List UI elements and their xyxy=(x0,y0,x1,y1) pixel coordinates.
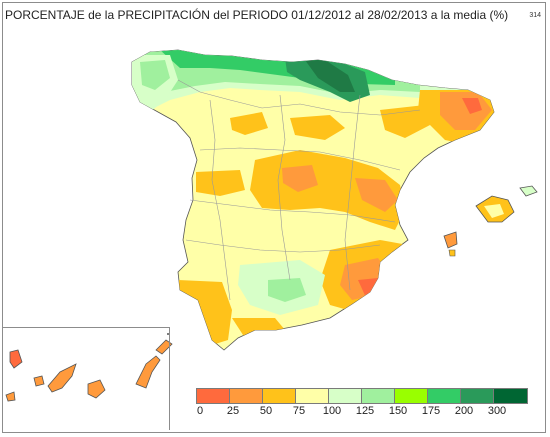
legend-color-bar xyxy=(196,388,528,404)
legend-label: 0 xyxy=(196,405,204,417)
legend-swatch xyxy=(428,389,461,403)
legend-label: 125 xyxy=(355,405,375,417)
legend-swatch xyxy=(296,389,329,403)
legend-swatch xyxy=(362,389,395,403)
legend-label: 25 xyxy=(226,405,240,417)
tenerife-island xyxy=(47,363,77,393)
legend-swatch xyxy=(329,389,362,403)
la-gomera-island xyxy=(33,375,45,387)
gran-canaria-island xyxy=(87,379,106,399)
lanzarote-island xyxy=(155,339,173,355)
menorca-island xyxy=(519,185,538,197)
legend-swatch xyxy=(197,389,230,403)
legend-swatch xyxy=(461,389,494,403)
legend-label: 50 xyxy=(259,405,273,417)
legend-labels: 0 25 50 75 100 125 150 175 200 300 xyxy=(0,405,550,419)
map-title: PORCENTAJE de la PRECIPITACIÓN del PERIO… xyxy=(5,8,509,22)
legend-swatch xyxy=(263,389,296,403)
legend-label: 100 xyxy=(322,405,342,417)
legend-swatch xyxy=(494,389,527,403)
fuerteventura-island xyxy=(135,355,161,389)
legend-label: 75 xyxy=(292,405,306,417)
legend-label: 200 xyxy=(454,405,474,417)
canary-inset-border xyxy=(3,327,170,430)
legend-swatch xyxy=(230,389,263,403)
legend-label: 150 xyxy=(388,405,408,417)
el-hierro-island xyxy=(5,391,16,402)
legend-label: 300 xyxy=(487,405,507,417)
la-palma-island xyxy=(9,349,23,369)
legend-swatch xyxy=(395,389,428,403)
map-id: 314 xyxy=(529,12,541,19)
legend-label: 175 xyxy=(421,405,441,417)
ibiza-island xyxy=(443,231,458,249)
